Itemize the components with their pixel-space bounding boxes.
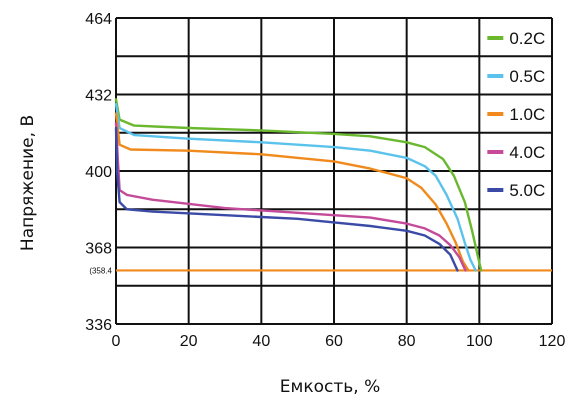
legend-label: 0.2C bbox=[509, 29, 545, 48]
x-tick-label: 60 bbox=[325, 333, 343, 350]
y-tick-label: 432 bbox=[85, 88, 112, 105]
legend-label: 1.0C bbox=[509, 105, 545, 124]
series-line bbox=[114, 102, 477, 272]
y-tick-label: 464 bbox=[85, 11, 112, 28]
x-tick-label: 120 bbox=[539, 333, 566, 350]
y-tick-label: 336 bbox=[85, 317, 112, 334]
series-line bbox=[114, 122, 467, 272]
x-tick-label: 80 bbox=[398, 333, 416, 350]
x-axis-label: Емкость, % bbox=[280, 377, 380, 397]
y-tick-label: 400 bbox=[85, 164, 112, 181]
x-tick-label: 0 bbox=[112, 333, 121, 350]
x-tick-label: 100 bbox=[466, 333, 493, 350]
y-tick-label: 368 bbox=[85, 241, 112, 258]
legend-label: 4.0C bbox=[509, 143, 545, 162]
grid bbox=[115, 17, 553, 325]
legend-label: 5.0C bbox=[509, 181, 545, 200]
series-layer bbox=[114, 98, 552, 272]
legend: 0.2C 0.5C 1.0C 4.0C 5.0C bbox=[487, 29, 545, 200]
y-axis-label: Напряжение, В bbox=[18, 115, 38, 251]
legend-label: 0.5C bbox=[509, 67, 545, 86]
x-tick-label: 40 bbox=[252, 333, 270, 350]
cutoff-label: (358.4 bbox=[89, 266, 112, 275]
series-line bbox=[114, 112, 470, 272]
x-tick-label: 20 bbox=[180, 333, 198, 350]
series-line bbox=[114, 98, 483, 272]
series-line bbox=[114, 126, 459, 272]
ticks: 336 368 400 432 464 (358.4 0 20 40 60 80 100 120 bbox=[85, 11, 565, 350]
